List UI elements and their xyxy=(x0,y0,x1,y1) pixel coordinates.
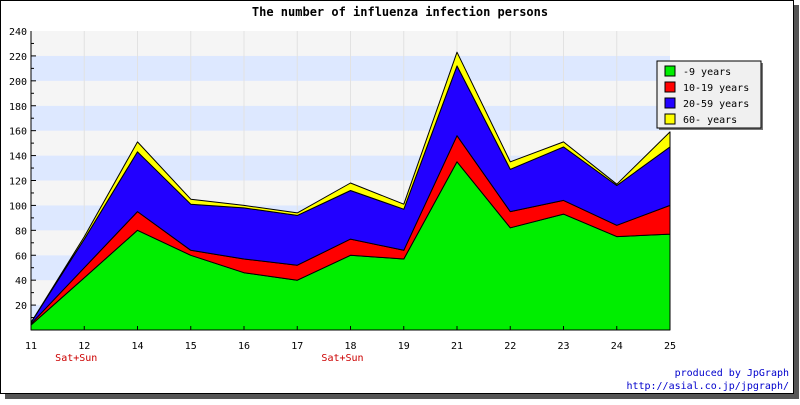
y-tick-label: 160 xyxy=(9,127,27,138)
y-tick-label: 180 xyxy=(9,102,27,113)
y-tick-label: 20 xyxy=(15,301,27,312)
y-tick-label: 100 xyxy=(9,201,27,212)
legend-swatch xyxy=(664,65,676,77)
x-tick-label: 16 xyxy=(238,341,250,352)
x-tick-label: 22 xyxy=(504,341,516,352)
legend-swatch xyxy=(664,81,676,93)
x-tick-label: 25 xyxy=(664,341,676,352)
weekend-note-label: Sat+Sun xyxy=(321,353,363,364)
legend-label: -9 years xyxy=(683,67,731,78)
y-tick-label: 80 xyxy=(15,226,27,237)
y-tick-label: 220 xyxy=(9,52,27,63)
y-tick-label: 60 xyxy=(15,251,27,262)
chart-title: The number of influenza infection person… xyxy=(252,5,548,19)
legend-label: 60- years xyxy=(683,115,737,126)
x-tick-label: 17 xyxy=(291,341,303,352)
legend-label: 10-19 years xyxy=(683,83,749,94)
y-tick-label: 140 xyxy=(9,152,27,163)
y-tick-label: 40 xyxy=(15,276,27,287)
y-tick-label: 240 xyxy=(9,27,27,38)
x-tick-label: 14 xyxy=(131,341,143,352)
x-tick-label: 12 xyxy=(78,341,90,352)
area-series-4 xyxy=(30,51,671,323)
x-tick-label: 15 xyxy=(185,341,197,352)
y-tick-label: 120 xyxy=(9,177,27,188)
legend-swatch xyxy=(664,113,676,125)
x-tick-label: 23 xyxy=(557,341,569,352)
weekend-note-label: Sat+Sun xyxy=(55,353,97,364)
x-tick-label: 19 xyxy=(398,341,410,352)
x-tick-label: 24 xyxy=(611,341,623,352)
credit-url[interactable]: http://asial.co.jp/jpgraph/ xyxy=(626,381,789,392)
x-tick-label: 11 xyxy=(25,341,37,352)
legend-swatch xyxy=(664,97,676,109)
y-tick-label: 200 xyxy=(9,77,27,88)
credit-produced-by: produced by JpGraph xyxy=(675,368,789,379)
x-tick-label: 21 xyxy=(451,341,463,352)
x-tick-label: 18 xyxy=(344,341,356,352)
legend-label: 20-59 years xyxy=(683,99,749,110)
